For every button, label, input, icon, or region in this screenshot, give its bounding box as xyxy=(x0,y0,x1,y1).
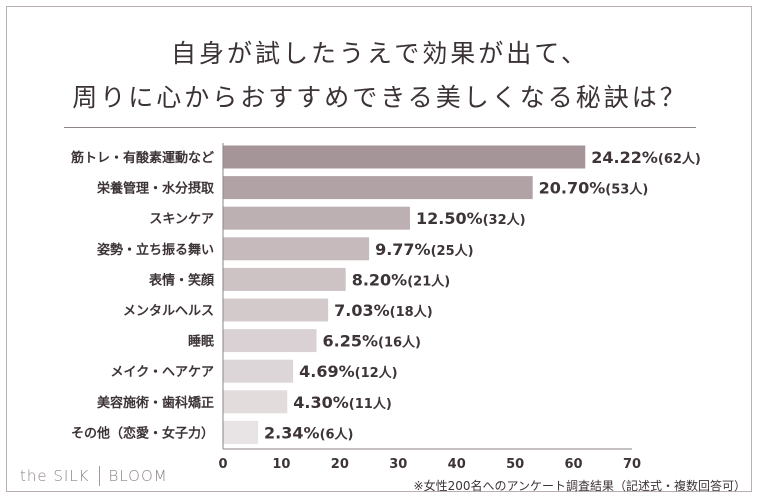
category-label-4: 表情・笑顔 xyxy=(148,272,215,288)
bar-2 xyxy=(223,206,410,230)
category-label-6: 睡眠 xyxy=(188,334,214,350)
value-label-0: 24.22%(62人) xyxy=(591,148,701,167)
chart-frame xyxy=(6,6,752,492)
value-percent-9: 2.34% xyxy=(264,423,320,442)
value-count-5: (18人) xyxy=(390,304,433,320)
value-count-0: (62人) xyxy=(658,151,701,167)
value-label-1: 20.70%(53人) xyxy=(539,179,649,198)
value-label-5: 7.03%(18人) xyxy=(334,301,433,320)
value-percent-8: 4.30% xyxy=(293,393,349,412)
value-percent-7: 4.69% xyxy=(299,362,355,381)
value-count-2: (32人) xyxy=(483,212,526,228)
bar-5 xyxy=(223,298,329,322)
category-label-0: 筋トレ・有酸素運動など xyxy=(70,150,214,166)
chart-title-line1: 自身が試したうえで効果が出て、 xyxy=(170,39,589,68)
value-percent-6: 6.25% xyxy=(322,332,378,351)
value-count-4: (21人) xyxy=(407,273,450,289)
bar-4 xyxy=(223,267,346,291)
category-label-8: 美容施術・歯科矯正 xyxy=(97,395,214,411)
bar-9 xyxy=(223,420,259,444)
value-label-2: 12.50%(32人) xyxy=(416,209,526,228)
category-label-1: 栄養管理・水分摂取 xyxy=(96,181,215,197)
bar-3 xyxy=(223,237,370,261)
bar-7 xyxy=(223,359,294,383)
brand-name-left: the SILK xyxy=(20,467,90,485)
value-label-3: 9.77%(25人) xyxy=(375,240,474,259)
brand-separator xyxy=(98,466,100,486)
value-count-9: (6人) xyxy=(320,426,354,442)
category-label-7: メイク・ヘアケア xyxy=(111,365,214,380)
bar-0 xyxy=(223,145,586,169)
value-percent-0: 24.22% xyxy=(591,148,658,167)
value-count-3: (25人) xyxy=(431,243,474,259)
brand-logo: the SILK BLOOM xyxy=(20,466,168,486)
value-count-1: (53人) xyxy=(605,182,648,198)
category-label-9: その他（恋愛・女子力） xyxy=(71,425,214,441)
bar-6 xyxy=(223,329,317,353)
brand-name-right: BLOOM xyxy=(108,467,168,485)
value-percent-1: 20.70% xyxy=(539,179,606,198)
value-label-9: 2.34%(6人) xyxy=(264,423,353,442)
value-count-7: (12人) xyxy=(355,365,398,381)
chart-title-line2: 周りに心からおすすめできる美しくなる秘訣は？ xyxy=(72,83,688,112)
title-divider xyxy=(64,127,696,128)
x-tick-label-3: 30 xyxy=(389,457,407,472)
category-label-2: スキンケア xyxy=(149,212,214,227)
value-label-4: 8.20%(21人) xyxy=(352,270,451,289)
x-tick-label-2: 20 xyxy=(331,457,349,472)
category-label-5: メンタルヘルス xyxy=(123,304,214,319)
value-percent-2: 12.50% xyxy=(416,209,483,228)
x-tick-label-6: 60 xyxy=(565,457,583,472)
x-tick-label-4: 40 xyxy=(448,457,466,472)
value-count-8: (11人) xyxy=(349,396,392,412)
value-percent-3: 9.77% xyxy=(375,240,431,259)
value-label-6: 6.25%(16人) xyxy=(322,332,421,351)
bar-8 xyxy=(223,390,288,414)
x-tick-label-1: 10 xyxy=(272,457,290,472)
x-tick-label-7: 70 xyxy=(623,457,641,472)
value-count-6: (16人) xyxy=(378,335,421,351)
x-tick-label-5: 50 xyxy=(506,457,524,472)
value-label-7: 4.69%(12人) xyxy=(299,362,398,381)
survey-note: ※女性200名へのアンケート調査結果（記述式・複数回答可） xyxy=(413,479,746,493)
category-label-3: 姿勢・立ち振る舞い xyxy=(97,242,214,258)
value-percent-5: 7.03% xyxy=(334,301,390,320)
bar-1 xyxy=(223,176,533,200)
value-percent-4: 8.20% xyxy=(352,270,408,289)
x-tick-label-0: 0 xyxy=(218,457,227,472)
value-label-8: 4.30%(11人) xyxy=(293,393,392,412)
